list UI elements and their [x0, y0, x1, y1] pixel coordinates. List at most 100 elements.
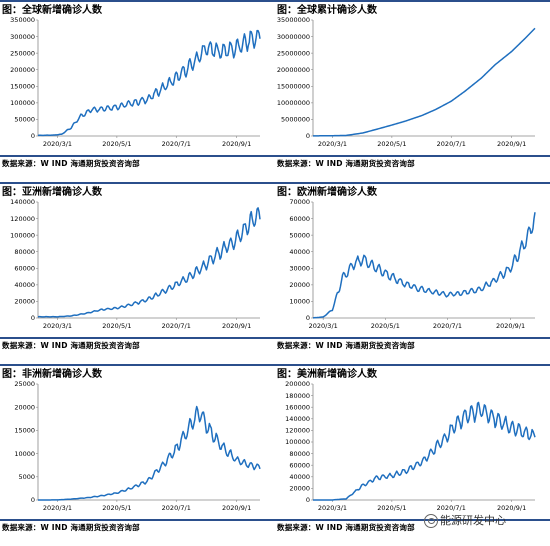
wechat-icon — [424, 514, 438, 528]
y-tick-label: 10000 — [289, 298, 310, 306]
y-tick-label: 15000 — [14, 427, 35, 435]
source-note: 数据来源：W IND 海通期货投资咨询部 — [277, 159, 415, 168]
y-tick-label: 10000000 — [277, 99, 310, 107]
x-tick-label: 2020/3/1 — [43, 504, 72, 512]
x-tick-label: 2020/3/1 — [43, 140, 72, 148]
chart-title: 图：欧洲新增确诊人数 — [277, 187, 377, 198]
y-tick-label: 100000 — [285, 438, 310, 446]
y-tick-label: 20000000 — [277, 66, 310, 74]
y-tick-label: 50000 — [289, 231, 310, 239]
chart-title: 图：非洲新增确诊人数 — [2, 369, 102, 380]
panel-top-rule — [275, 0, 550, 2]
y-tick-label: 120000 — [10, 215, 35, 223]
x-tick-label: 2020/9/1 — [222, 322, 251, 330]
y-tick-label: 0 — [31, 496, 35, 504]
chart-panel: 图：全球累计确诊人数 0 5000000 10000000 15000000 200000… — [275, 0, 550, 182]
series-line — [37, 29, 261, 137]
y-tick-label: 40000 — [289, 473, 310, 481]
y-tick-label: 0 — [306, 314, 310, 322]
y-tick-label: 25000 — [14, 380, 35, 388]
y-tick-label: 30000 — [289, 264, 310, 272]
y-tick-label: 300000 — [10, 33, 35, 41]
y-tick-label: 140000 — [10, 198, 35, 206]
y-tick-label: 100000 — [10, 231, 35, 239]
x-tick-label: 2020/7/1 — [162, 140, 191, 148]
y-tick-label: 80000 — [14, 248, 35, 256]
panel-bottom-rule — [0, 337, 275, 339]
panel-top-rule — [0, 182, 275, 184]
y-tick-label: 60000 — [289, 215, 310, 223]
line-chart: 0 20000 40000 60000 80000 100000 120000 140000 2… — [10, 198, 261, 330]
y-tick-label: 20000 — [289, 281, 310, 289]
x-tick-label: 2020/5/1 — [377, 504, 406, 512]
x-tick-label: 2020/5/1 — [371, 322, 400, 330]
x-tick-label: 2020/7/1 — [162, 504, 191, 512]
y-tick-label: 70000 — [289, 198, 310, 206]
y-tick-label: 180000 — [285, 392, 310, 400]
y-tick-label: 20000 — [14, 298, 35, 306]
y-tick-label: 60000 — [289, 461, 310, 469]
chart-panel: 图：全球新增确诊人数 0 50000 100000 150000 200000 250000… — [0, 0, 275, 182]
series-line — [313, 401, 536, 501]
y-tick-label: 10000 — [14, 450, 35, 458]
line-chart: 0 5000 10000 15000 20000 25000 2020/3/1 2020/5/… — [14, 380, 261, 512]
y-tick-label: 0 — [306, 496, 310, 504]
x-tick-label: 2020/3/1 — [318, 504, 347, 512]
x-tick-label: 2020/3/1 — [318, 140, 347, 148]
y-tick-label: 0 — [31, 314, 35, 322]
y-tick-label: 25000000 — [277, 49, 310, 57]
watermark-text: 能源研发中心 — [440, 514, 506, 527]
y-tick-label: 100000 — [10, 99, 35, 107]
panel-top-rule — [0, 364, 275, 366]
x-tick-label: 2020/5/1 — [377, 140, 406, 148]
y-tick-label: 5000 — [18, 473, 35, 481]
y-tick-label: 350000 — [10, 16, 35, 24]
x-tick-label: 2020/5/1 — [102, 322, 131, 330]
source-note: 数据来源：W IND 海通期货投资咨询部 — [2, 341, 140, 350]
y-tick-label: 0 — [31, 132, 35, 140]
panel-bottom-rule — [275, 155, 550, 157]
x-tick-label: 2020/9/1 — [222, 504, 251, 512]
x-tick-label: 2020/7/1 — [433, 322, 462, 330]
panel-top-rule — [275, 182, 550, 184]
series-line — [312, 27, 536, 137]
line-chart: 0 10000 20000 30000 40000 50000 60000 70000 2020… — [289, 198, 536, 330]
x-tick-label: 2020/5/1 — [102, 140, 131, 148]
y-tick-label: 0 — [306, 132, 310, 140]
source-note: 数据来源：W IND 海通期货投资咨询部 — [2, 159, 140, 168]
y-tick-label: 80000 — [289, 450, 310, 458]
source-note: 数据来源：W IND 海通期货投资咨询部 — [277, 523, 415, 532]
chart-panel: 图：非洲新增确诊人数 0 5000 10000 15000 20000 25000 2020/… — [0, 364, 275, 546]
x-tick-label: 2020/3/1 — [43, 322, 72, 330]
chart-panel: 图：亚洲新增确诊人数 0 20000 40000 60000 80000 100000 120… — [0, 182, 275, 364]
panel-top-rule — [0, 0, 275, 2]
panel-top-rule — [275, 364, 550, 366]
y-tick-label: 150000 — [10, 82, 35, 90]
watermark: 能源研发中心 — [424, 512, 506, 528]
y-tick-label: 5000000 — [281, 116, 310, 124]
panel-bottom-rule — [275, 337, 550, 339]
x-tick-label: 2020/9/1 — [497, 504, 526, 512]
chart-title: 图：全球新增确诊人数 — [2, 5, 102, 16]
line-chart: 0 20000 40000 60000 80000 100000 120000 140000 1… — [285, 380, 536, 512]
series-line — [312, 212, 536, 319]
series-line — [37, 207, 261, 318]
x-tick-label: 2020/9/1 — [222, 140, 251, 148]
x-tick-label: 2020/3/1 — [309, 322, 338, 330]
x-tick-label: 2020/7/1 — [162, 322, 191, 330]
y-tick-label: 40000 — [14, 281, 35, 289]
x-tick-label: 2020/9/1 — [497, 140, 526, 148]
chart-panel: 图：欧洲新增确诊人数 0 10000 20000 30000 40000 50000 6000… — [275, 182, 550, 364]
panel-bottom-rule — [275, 519, 550, 521]
panel-bottom-rule — [0, 155, 275, 157]
y-tick-label: 200000 — [285, 380, 310, 388]
y-tick-label: 120000 — [285, 427, 310, 435]
y-tick-label: 20000 — [14, 403, 35, 411]
y-tick-label: 160000 — [285, 403, 310, 411]
x-tick-label: 2020/9/1 — [496, 322, 525, 330]
series-line — [37, 405, 261, 501]
y-tick-label: 15000000 — [277, 82, 310, 90]
y-tick-label: 35000000 — [277, 16, 310, 24]
y-tick-label: 20000 — [289, 485, 310, 493]
chart-panel: 图：美洲新增确诊人数 0 20000 40000 60000 80000 100000 120… — [275, 364, 550, 546]
